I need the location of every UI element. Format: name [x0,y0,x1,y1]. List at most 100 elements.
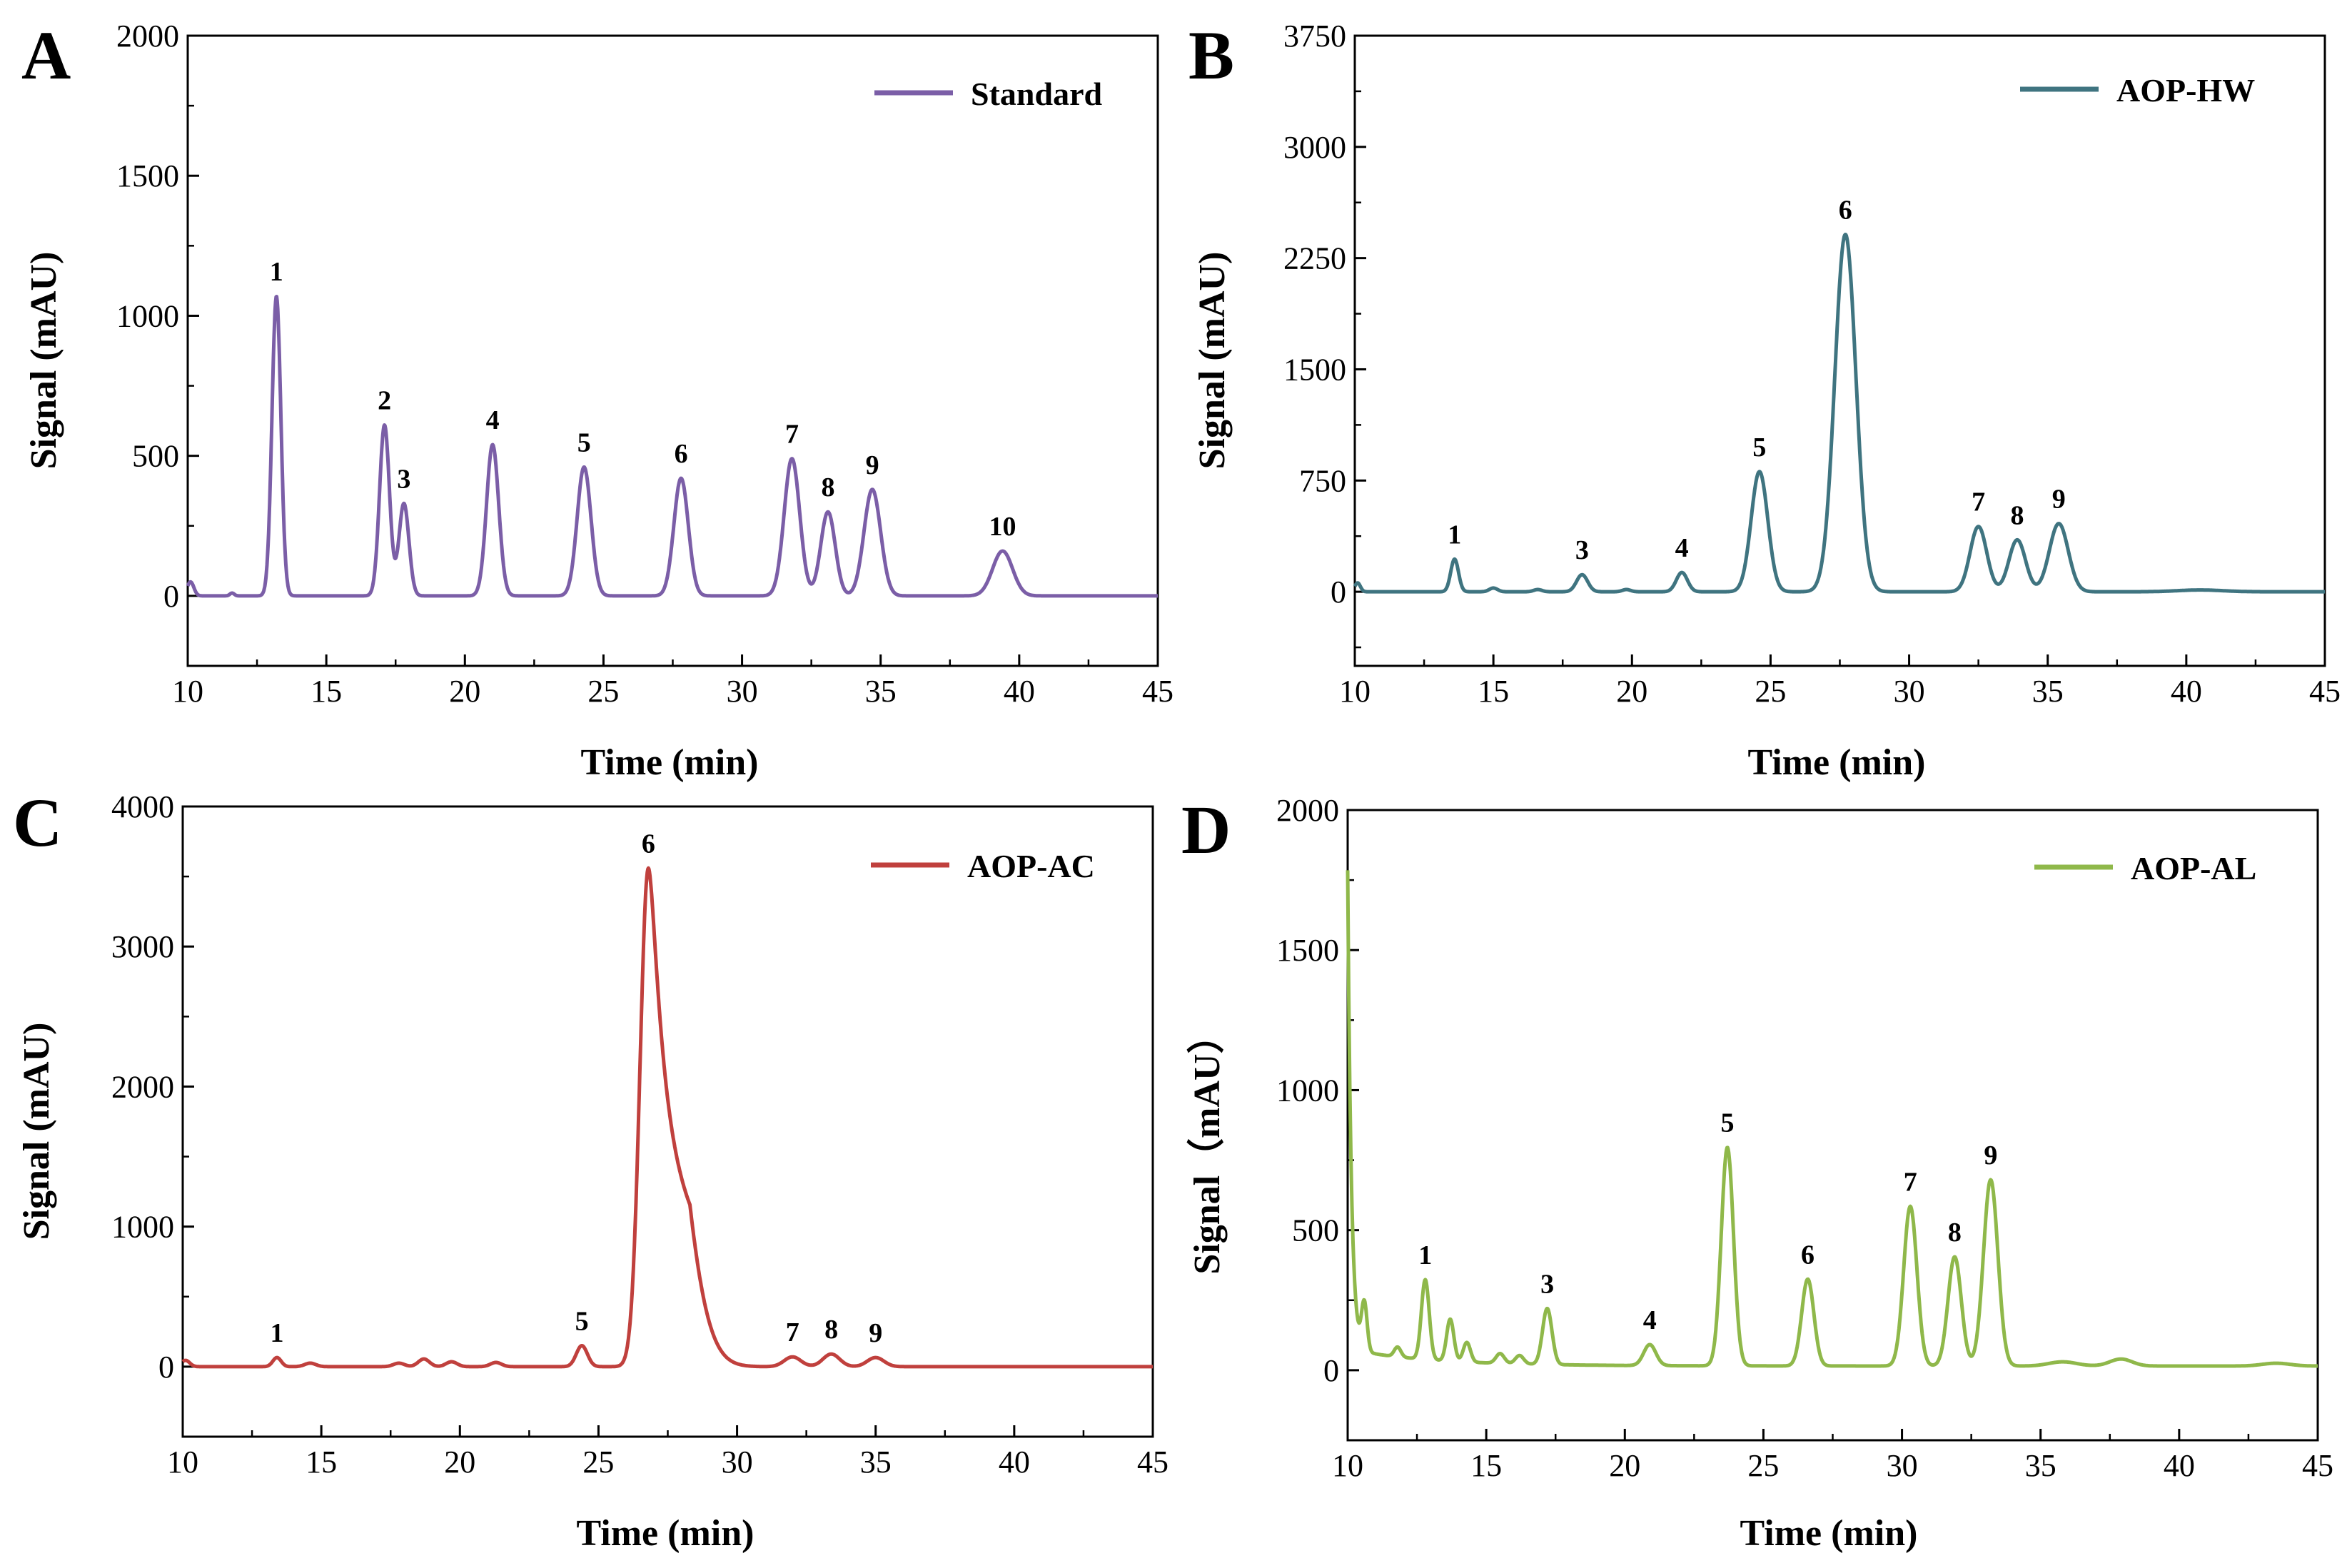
peak-label-c-6: 6 [642,829,655,859]
peak-label-d-3: 3 [1540,1269,1554,1299]
x-tick-label-b: 35 [2032,674,2064,709]
panel-b: B 10 15 20 25 30 35 40 450750150022503000375013… [1188,17,2341,783]
x-tick-label-a: 35 [865,674,897,709]
peak-label-b-6: 6 [1839,195,1852,225]
x-tick-label-d: 40 [2164,1448,2195,1483]
peak-label-c-8: 8 [824,1315,838,1345]
peak-label-c-5: 5 [575,1306,589,1336]
peak-label-d-8: 8 [1948,1218,1962,1248]
x-axis-title-b: Time (min) [1748,742,1926,783]
y-tick-label-b: 2250 [1283,241,1346,276]
peak-label-d-7: 7 [1904,1167,1917,1197]
peak-label-a-9: 9 [866,450,879,480]
y-tick-label-a: 1500 [116,158,179,193]
x-tick-label-a: 20 [449,674,480,709]
x-tick-label-b: 25 [1755,674,1786,709]
x-tick-label-b: 45 [2309,674,2341,709]
y-tick-label-a: 500 [132,439,179,474]
plot-frame-b [1353,34,2326,667]
x-axis-title-c: Time (min) [577,1513,754,1554]
peak-label-a-7: 7 [785,420,799,450]
x-tick-label-d: 35 [2025,1448,2056,1483]
x-tick-label-d: 20 [1609,1448,1640,1483]
peak-label-d-9: 9 [1984,1140,1997,1170]
peak-label-d-5: 5 [1720,1108,1734,1138]
legend-label-a: Standard [971,76,1102,112]
peak-label-a-8: 8 [821,472,834,502]
x-tick-label-a: 25 [587,674,619,709]
y-axis-title-d: Signal（mAU） [1186,1016,1228,1274]
y-axis-title-c: Signal (mAU) [16,1023,57,1240]
y-tick-label-b: 3000 [1283,130,1346,165]
legend-label-c: AOP-AC [967,848,1095,884]
peak-label-a-10: 10 [989,512,1016,542]
panel-letter-a: A [21,17,71,93]
x-tick-label-c: 45 [1137,1445,1169,1480]
peak-label-b-9: 9 [2052,485,2066,515]
y-tick-label-a: 2000 [116,19,179,54]
peak-label-a-4: 4 [486,405,500,435]
peak-label-d-4: 4 [1643,1305,1657,1335]
x-tick-label-a: 45 [1142,674,1174,709]
x-tick-label-d: 30 [1887,1448,1918,1483]
peak-label-c-1: 1 [271,1318,284,1348]
peak-label-c-7: 7 [786,1317,799,1347]
plot-frame-d [1346,809,2319,1442]
peak-label-a-1: 1 [270,257,283,287]
peak-label-b-5: 5 [1752,433,1766,462]
x-tick-label-c: 35 [860,1445,892,1480]
y-tick-label-d: 0 [1323,1353,1339,1388]
x-tick-label-b: 40 [2171,674,2202,709]
peak-label-b-1: 1 [1448,520,1461,550]
y-tick-label-d: 500 [1292,1213,1339,1248]
y-axis-title-b: Signal (mAU) [1192,252,1233,470]
x-tick-label-b: 10 [1339,674,1371,709]
legend-label-b: AOP-HW [2116,72,2255,108]
peak-label-b-4: 4 [1675,533,1689,563]
y-tick-label-b: 0 [1331,575,1346,610]
legend-c: AOP-AC [871,848,1095,884]
x-tick-label-c: 25 [582,1445,614,1480]
panel-letter-c: C [13,784,62,861]
y-axis-title-a: Signal (mAU) [24,252,64,470]
legend-d: AOP-AL [2034,850,2256,886]
x-tick-label-b: 15 [1478,674,1509,709]
x-tick-label-c: 20 [444,1445,475,1480]
signal-trace-d [1346,870,2319,1368]
x-tick-label-c: 40 [999,1445,1030,1480]
x-tick-label-d: 10 [1332,1448,1363,1483]
legend-label-d: AOP-AL [2131,850,2256,886]
signal-trace-b [1353,233,2326,594]
y-tick-label-b: 750 [1299,463,1346,498]
panel-letter-b: B [1188,17,1234,93]
y-tick-label-c: 2000 [111,1069,174,1104]
panel-d: D 10 15 20 25 30 35 40 450500100015002000134567… [1181,791,2333,1554]
y-tick-label-c: 1000 [111,1210,174,1245]
x-tick-label-a: 40 [1004,674,1035,709]
y-tick-label-c: 3000 [111,929,174,964]
x-tick-label-d: 15 [1470,1448,1502,1483]
y-tick-label-c: 0 [158,1350,174,1385]
x-axis-title-d: Time (min) [1740,1513,1918,1554]
peak-label-b-7: 7 [1972,487,1985,517]
signal-trace-c [181,866,1154,1369]
x-tick-label-a: 15 [311,674,342,709]
peak-label-b-3: 3 [1575,535,1589,565]
y-tick-label-b: 1500 [1283,352,1346,387]
peak-label-b-8: 8 [2011,500,2024,530]
y-tick-label-b: 3750 [1283,19,1346,54]
x-tick-label-c: 10 [167,1445,198,1480]
x-tick-label-d: 25 [1747,1448,1779,1483]
legend-b: AOP-HW [2020,72,2255,108]
y-tick-label-d: 1500 [1276,933,1339,968]
peak-label-a-2: 2 [378,385,391,415]
x-axis-title-a: Time (min) [581,742,759,783]
peak-label-c-9: 9 [869,1318,882,1348]
x-tick-label-a: 30 [727,674,758,709]
